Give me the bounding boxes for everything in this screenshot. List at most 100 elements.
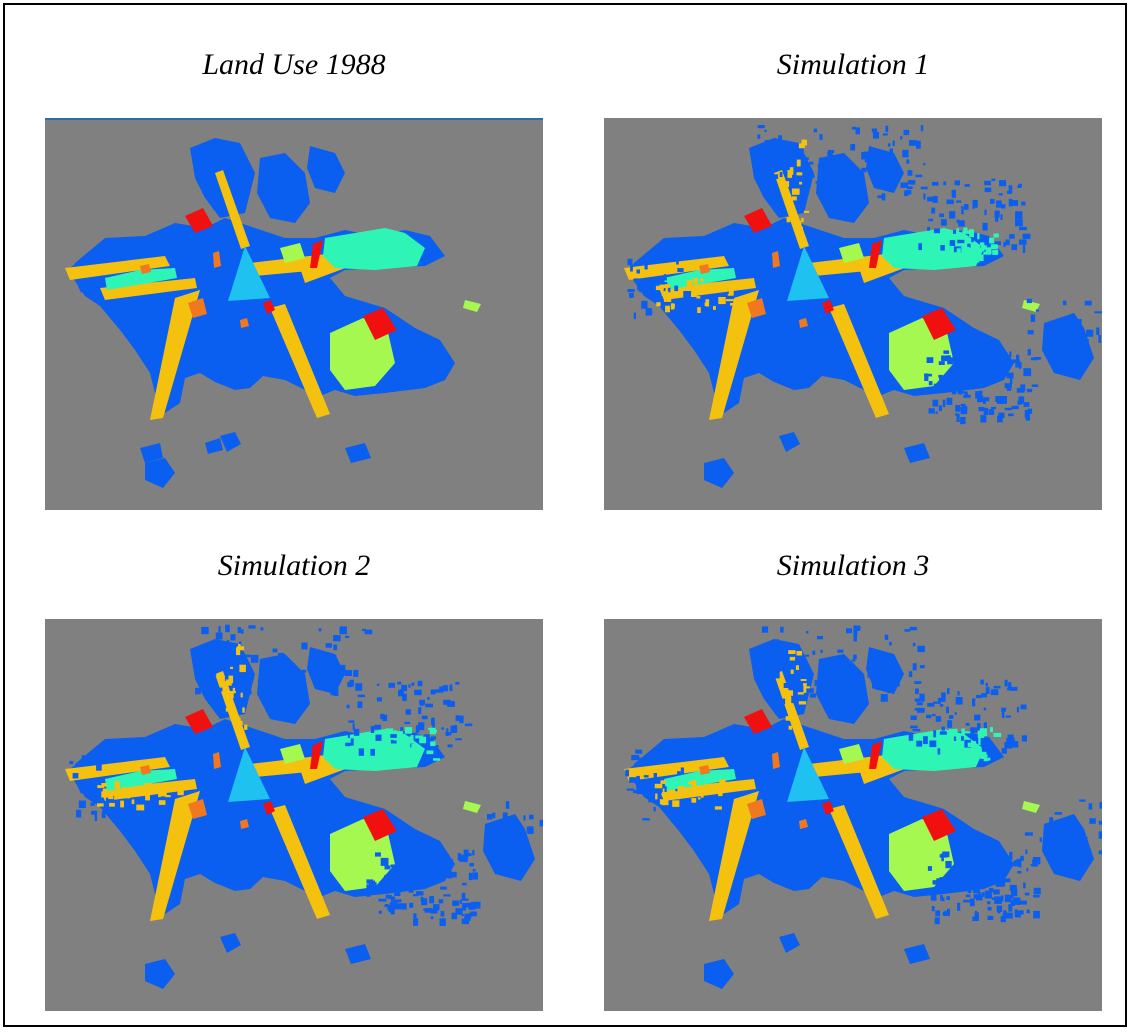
growth-patch-southeast [461, 918, 469, 925]
growth-patch-northeast [1001, 707, 1007, 712]
growth-corridor-north [784, 181, 790, 187]
residential-north-3 [866, 647, 904, 694]
growth-patch-north [831, 684, 834, 690]
growth-patch-southeast [953, 355, 957, 362]
growth-patch-north [822, 166, 825, 173]
growth-patch-southeast [942, 911, 949, 916]
growth-patch-west [636, 784, 642, 789]
growth-patch-southeast [975, 391, 980, 399]
growth-industrial [388, 755, 394, 764]
growth-patch-southeast [408, 862, 414, 866]
growth-patch-southeast [927, 866, 932, 871]
growth-patch-northeast [931, 207, 936, 214]
growth-patch-southeast [977, 858, 985, 862]
growth-patch-west [81, 755, 85, 758]
growth-patch-southeast [1033, 910, 1040, 919]
map-panel-simulation-1 [604, 118, 1102, 510]
growth-patch-southeast [945, 861, 952, 869]
growth-patch-northeast [408, 684, 411, 688]
growth-patch-northeast [998, 193, 1003, 196]
growth-patch-east [1063, 854, 1067, 861]
growth-corridor-west [674, 793, 681, 800]
growth-patch-southeast [942, 897, 945, 902]
growth-patch-north [325, 643, 332, 648]
growth-patch-southeast [400, 903, 407, 910]
growth-patch-east [505, 833, 508, 837]
growth-patch-southeast [969, 898, 975, 907]
growth-corridor-north [799, 181, 803, 185]
growth-corridor-west [725, 299, 734, 302]
growth-patch-east [505, 827, 512, 834]
growth-patch-north [908, 671, 913, 677]
growth-corridor-north [796, 159, 801, 167]
growth-patch-northeast [416, 727, 420, 733]
growth-patch-north [912, 642, 916, 647]
growth-patch-west [629, 293, 634, 298]
growth-patch-southeast [430, 880, 435, 886]
growth-patch-north [247, 690, 252, 695]
growth-patch-west [663, 758, 671, 764]
industrial-west [664, 769, 736, 791]
growth-industrial [429, 728, 436, 735]
growth-patch-east [1054, 812, 1062, 815]
growth-patch-southeast [402, 850, 408, 857]
growth-patch-northeast [927, 196, 935, 202]
growth-patch-southeast [943, 382, 949, 390]
growth-patch-northeast [947, 720, 953, 728]
growth-patch-southeast [978, 396, 984, 401]
growth-patch-east [486, 847, 489, 854]
growth-patch-west [91, 810, 98, 815]
corridor-west [624, 256, 729, 280]
growth-corridor-west [698, 797, 701, 800]
growth-patch-north [757, 648, 764, 654]
growth-patch-southeast [393, 903, 402, 910]
growth-patch-northeast [985, 239, 993, 245]
growth-patch-east [1096, 327, 1100, 336]
growth-corridor-north [791, 188, 800, 195]
growth-patch-east [1024, 832, 1033, 836]
growth-patch-southeast [987, 915, 994, 920]
growth-patch-northeast [1016, 706, 1019, 713]
growth-patch-northeast [1008, 682, 1012, 690]
growth-patch-southeast [417, 857, 421, 860]
growth-patch-southeast [1000, 916, 1006, 923]
growth-patch-southeast [401, 849, 404, 856]
growth-patch-west [680, 767, 684, 775]
growth-patch-west [76, 809, 82, 818]
growth-patch-southeast [430, 916, 434, 920]
growth-corridor-west [136, 804, 145, 811]
growth-patch-southeast [931, 906, 935, 912]
growth-patch-northeast [912, 729, 921, 732]
growth-patch-southeast [1009, 377, 1013, 384]
growth-patch-north [761, 626, 769, 633]
growth-patch-east [1077, 828, 1083, 832]
growth-patch-northeast [933, 701, 941, 704]
public-facility-1 [747, 799, 766, 819]
growth-patch-southeast [966, 850, 969, 858]
growth-patch-west [85, 754, 90, 760]
growth-patch-northeast [1018, 239, 1027, 245]
growth-patch-north [776, 690, 781, 697]
growth-patch-northeast [957, 239, 965, 244]
growth-patch-north [899, 669, 903, 678]
growth-corridor-north [785, 716, 792, 721]
growth-patch-northeast [964, 204, 969, 210]
growth-corridor-west [655, 285, 664, 291]
growth-patch-northeast [940, 245, 945, 251]
growth-patch-southeast [1009, 884, 1017, 891]
growth-patch-southeast [1020, 384, 1026, 392]
growth-patch-northeast [990, 689, 999, 696]
growth-patch-southeast [1024, 892, 1030, 896]
growth-patch-northeast [957, 691, 960, 696]
growth-patch-east [485, 823, 490, 831]
growth-corridor-west [120, 792, 128, 798]
growth-patch-north [902, 149, 909, 158]
growth-patch-southeast [384, 904, 389, 907]
growth-patch-southeast [384, 865, 391, 870]
growth-patch-southeast [1006, 372, 1014, 379]
growth-patch-southeast [433, 871, 441, 874]
green-space-north [839, 744, 864, 764]
growth-patch-northeast [1005, 239, 1010, 246]
growth-patch-southeast [440, 886, 447, 890]
corridor-west [65, 757, 170, 781]
